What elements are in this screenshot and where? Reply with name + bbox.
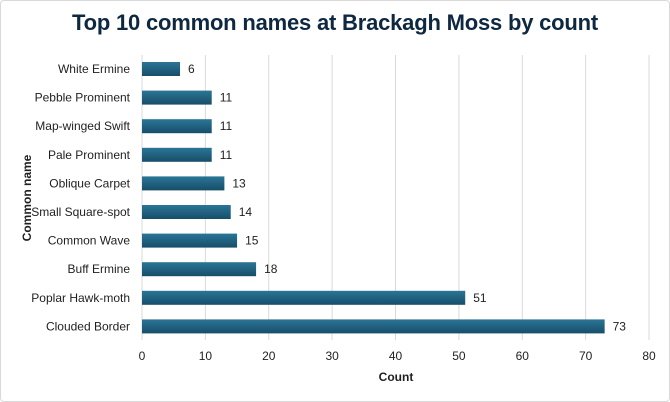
y-tick-label: Poplar Hawk-moth [31,291,130,305]
x-tick-label: 20 [262,349,276,363]
data-label: 11 [220,148,233,162]
data-label: 14 [239,205,253,219]
data-label: 13 [232,176,246,190]
x-axis-title: Count [379,370,414,384]
y-tick-label: Clouded Border [46,319,130,333]
y-tick-label: Pale Prominent [48,148,131,162]
bar [142,319,605,334]
x-axis-ticks: 0 10 20 30 40 50 60 70 80 [139,349,656,363]
x-tick-label: 70 [579,349,593,363]
x-tick-label: 80 [642,349,656,363]
x-tick-label: 50 [452,349,466,363]
y-axis-ticks: White Ermine Pebble Prominent Map-winged S… [31,62,130,333]
chart-title: Top 10 common names at Brackagh Moss by … [71,10,599,35]
data-label: 15 [245,234,259,248]
y-tick-label: White Ermine [58,62,130,76]
y-tick-label: Oblique Carpet [49,176,130,190]
data-label: 51 [473,291,487,305]
x-tick-label: 40 [389,349,403,363]
bar [142,147,212,162]
bar [142,119,212,134]
y-tick-label: Buff Ermine [68,262,131,276]
y-tick-label: Pebble Prominent [35,91,131,105]
bar [142,62,181,76]
bar [142,205,231,219]
x-tick-label: 0 [139,349,146,363]
y-axis-title: Common name [20,154,34,241]
data-label: 6 [188,62,195,76]
bar [142,262,257,277]
bars [142,62,605,334]
bar [142,290,466,305]
y-tick-label: Map-winged Swift [35,119,130,133]
x-tick-label: 30 [325,349,339,363]
bar [142,233,238,248]
x-tick-label: 60 [516,349,530,363]
y-tick-label: Small Square-spot [31,205,130,219]
data-label: 11 [220,119,233,133]
x-tick-label: 10 [199,349,213,363]
data-label: 18 [264,262,278,276]
bar [142,90,212,105]
data-label: 73 [613,319,627,333]
y-tick-label: Common Wave [48,234,131,248]
data-label: 11 [220,91,233,105]
data-labels: 6 11 11 11 13 14 15 18 51 73 [188,62,626,333]
bar [142,176,225,191]
